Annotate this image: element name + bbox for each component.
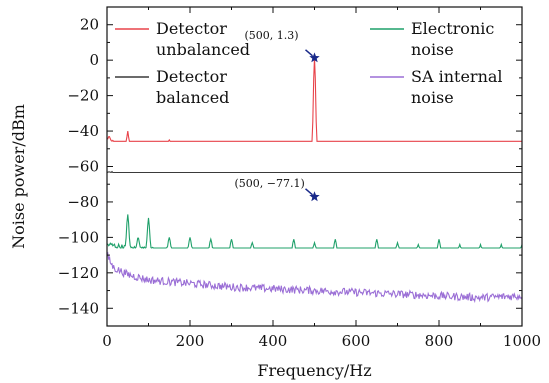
legend: Detector unbalanced Detector balanced Electr… xyxy=(115,19,503,107)
series-line-balanced xyxy=(106,170,522,174)
x-tick-label: 0 xyxy=(102,332,112,350)
legend-entry-text: unbalanced xyxy=(156,40,250,59)
x-axis-label: Frequency/Hz xyxy=(257,361,371,380)
y-tick-label: 0 xyxy=(89,51,99,69)
y-axis-label: Noise power/dBm xyxy=(9,104,28,249)
annotation-arrow xyxy=(305,49,313,57)
annotation-arrow xyxy=(305,188,313,196)
y-tick-label: −20 xyxy=(67,87,99,105)
x-tick-label: 400 xyxy=(259,332,288,350)
ticks-layer: 0 200 400 600 800 1000200−20−40−60−80−100−120… xyxy=(58,7,541,350)
annotation-star-marker xyxy=(309,52,320,63)
x-tick-label: 200 xyxy=(176,332,205,350)
y-tick-label: −80 xyxy=(67,193,99,211)
y-tick-label: −40 xyxy=(67,122,99,140)
legend-entry-text: noise xyxy=(411,40,454,59)
legend-entry-text: balanced xyxy=(156,88,229,107)
annotation-label: (500, −77.1) xyxy=(235,177,305,190)
series-line-electronic xyxy=(107,214,523,249)
y-tick-label: −120 xyxy=(58,264,99,282)
x-tick-label: 1000 xyxy=(503,332,541,350)
y-tick-label: −140 xyxy=(58,299,99,317)
y-tick-label: −100 xyxy=(58,228,99,246)
legend-entry-text: noise xyxy=(411,88,454,107)
annotation-star-marker xyxy=(309,191,320,202)
legend-entry-text: Electronic xyxy=(411,19,494,38)
legend-entry-text: Detector xyxy=(156,67,227,86)
series-line-sa_internal xyxy=(106,251,523,304)
y-tick-label: −60 xyxy=(67,158,99,176)
x-tick-label: 600 xyxy=(342,332,371,350)
annotation-layer: (500, 1.3) (500, −77.1) xyxy=(235,29,320,202)
legend-entry-text: SA internal xyxy=(411,67,503,86)
annotation-label: (500, 1.3) xyxy=(244,29,298,42)
legend-entry-text: Detector xyxy=(156,19,227,38)
x-tick-label: 800 xyxy=(425,332,454,350)
y-tick-label: 20 xyxy=(80,16,99,34)
